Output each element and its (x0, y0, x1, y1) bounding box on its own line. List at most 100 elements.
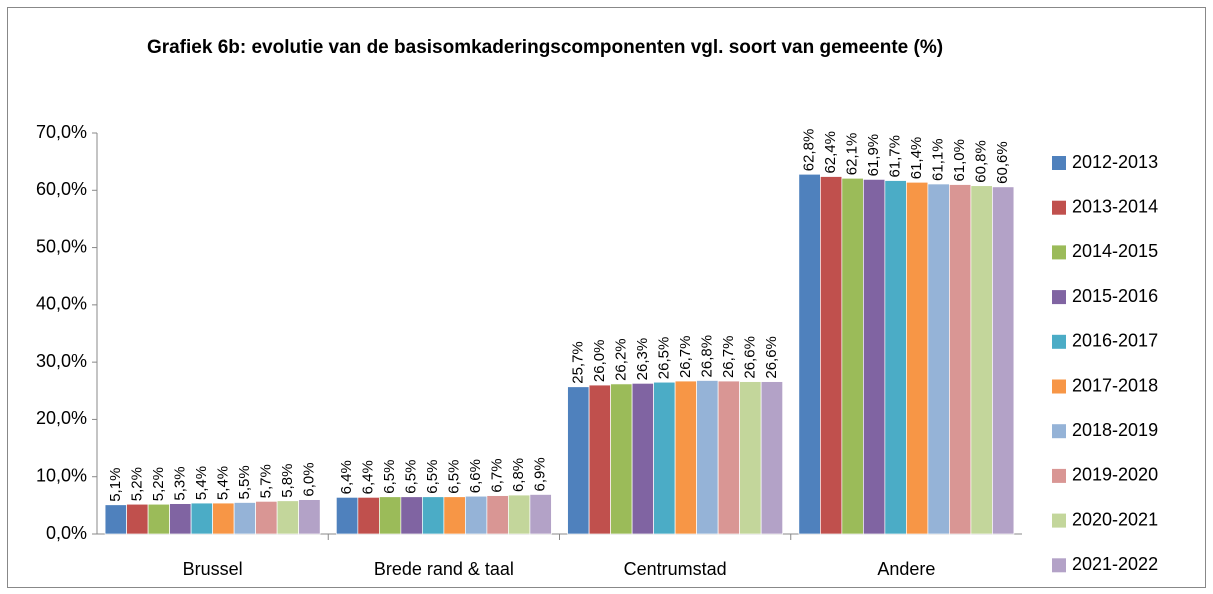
bar (760, 381, 784, 535)
x-tick-label: Brede rand & taal (374, 559, 514, 579)
legend-swatch (1052, 468, 1066, 483)
bar (674, 380, 697, 535)
bar (841, 177, 864, 535)
bar (212, 502, 235, 535)
y-tick-label: 10,0% (36, 465, 87, 485)
data-label: 6,9% (532, 457, 549, 491)
legend-label: 2012-2013 (1072, 152, 1158, 172)
bar (379, 496, 402, 535)
legend-label: 2021-2022 (1072, 554, 1158, 574)
bar (610, 383, 633, 535)
bar (992, 186, 1015, 535)
bar (147, 503, 170, 535)
data-label: 62,1% (844, 133, 861, 176)
data-label: 62,4% (822, 131, 839, 174)
bar (190, 502, 213, 535)
data-label: 61,9% (865, 134, 882, 177)
data-label: 60,8% (973, 140, 990, 183)
bar (567, 386, 590, 535)
legend-label: 2020-2021 (1072, 509, 1158, 529)
bar (400, 496, 423, 535)
data-label: 5,1% (107, 468, 124, 502)
data-label: 26,6% (741, 336, 758, 379)
bar (169, 503, 192, 535)
legend-swatch (1052, 290, 1066, 305)
bar (104, 504, 127, 535)
data-label: 26,2% (612, 338, 629, 381)
data-label: 61,4% (908, 137, 925, 180)
bar (588, 384, 611, 535)
bar (631, 382, 654, 535)
legend-label: 2015-2016 (1072, 286, 1158, 306)
data-label: 26,3% (634, 338, 651, 381)
bar (255, 500, 278, 535)
data-label: 26,5% (655, 337, 672, 380)
y-tick-label: 40,0% (36, 294, 87, 314)
bar (819, 176, 843, 535)
bar (529, 494, 552, 535)
bar (970, 185, 993, 535)
bar (443, 496, 466, 535)
x-tick-label: Brussel (183, 559, 243, 579)
legend-label: 2016-2017 (1072, 331, 1158, 351)
data-label: 62,8% (801, 129, 818, 172)
data-label: 6,4% (338, 460, 355, 494)
bar (298, 499, 321, 535)
bar (422, 496, 445, 535)
y-tick-label: 70,0% (36, 122, 87, 142)
bar (863, 179, 886, 535)
bar (508, 494, 531, 535)
bar (276, 500, 299, 535)
bar (696, 380, 719, 535)
data-label: 5,3% (171, 466, 188, 500)
chart-border (7, 7, 1206, 588)
data-label: 5,4% (214, 466, 231, 500)
data-label: 6,4% (360, 460, 377, 494)
bar (906, 181, 929, 535)
data-label: 5,5% (236, 465, 253, 499)
data-label: 5,2% (128, 467, 145, 501)
bar (486, 495, 509, 535)
legend-swatch (1052, 245, 1066, 260)
legend-swatch (1052, 200, 1066, 215)
data-label: 6,5% (446, 460, 463, 494)
data-label: 25,7% (569, 341, 586, 384)
data-label: 26,6% (763, 336, 780, 379)
data-label: 5,7% (257, 464, 274, 498)
bar (927, 183, 950, 535)
data-label: 61,7% (887, 135, 904, 178)
legend-label: 2013-2014 (1072, 196, 1158, 216)
legend-swatch (1052, 513, 1066, 528)
legend-swatch (1052, 424, 1066, 439)
data-label: 6,0% (300, 462, 317, 496)
data-label: 26,7% (720, 336, 737, 379)
data-label: 6,6% (467, 459, 484, 493)
data-label: 26,7% (677, 336, 694, 379)
y-tick-label: 50,0% (36, 236, 87, 256)
bar (739, 381, 762, 535)
y-tick-label: 30,0% (36, 351, 87, 371)
data-label: 6,7% (489, 458, 506, 492)
x-tick-label: Andere (877, 559, 935, 579)
legend-swatch (1052, 558, 1066, 573)
bar (335, 496, 359, 535)
bar (798, 173, 821, 535)
legend-label: 2017-2018 (1072, 375, 1158, 395)
legend-label: 2018-2019 (1072, 420, 1158, 440)
data-label: 26,8% (698, 335, 715, 378)
data-label: 6,5% (381, 460, 398, 494)
legend-swatch (1052, 379, 1066, 394)
data-label: 5,4% (193, 466, 210, 500)
data-label: 61,0% (951, 139, 968, 182)
data-label: 6,5% (403, 460, 420, 494)
chart-title: Grafiek 6b: evolutie van de basisomkader… (146, 37, 944, 58)
bar (717, 380, 740, 535)
y-tick-label: 60,0% (36, 179, 87, 199)
data-label: 26,0% (591, 340, 608, 383)
data-label: 6,5% (424, 460, 441, 494)
data-label: 60,6% (994, 141, 1011, 184)
bar (357, 496, 380, 535)
y-tick-label: 0,0% (46, 523, 87, 543)
